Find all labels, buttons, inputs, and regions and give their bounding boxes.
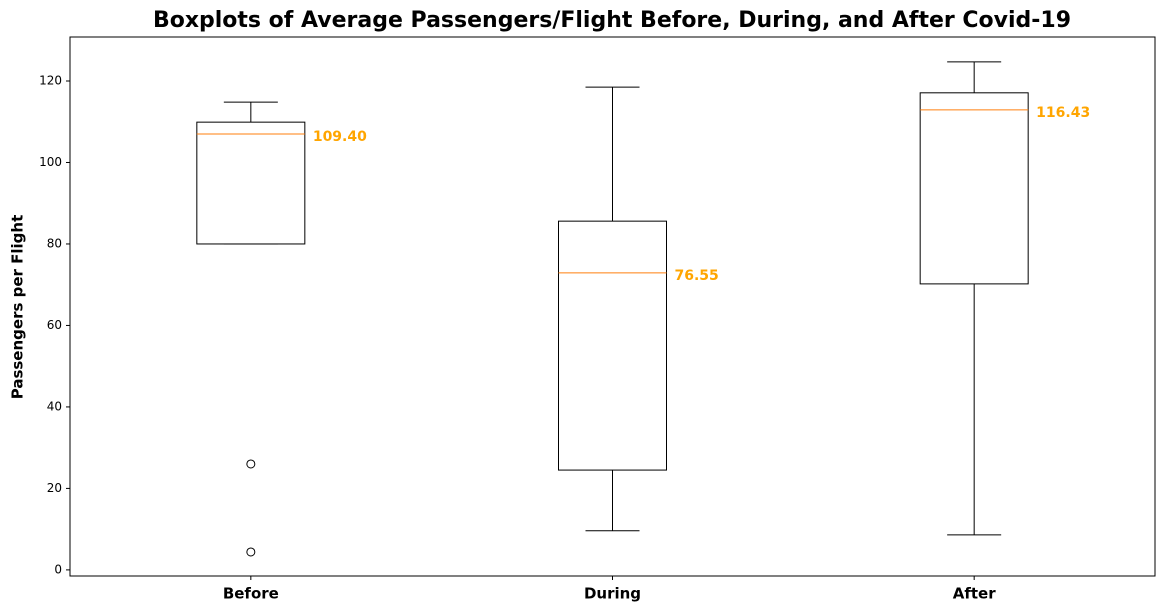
- y-tick-label: 120: [39, 74, 62, 88]
- y-tick-label: 60: [47, 318, 62, 332]
- x-tick-label: During: [584, 585, 641, 603]
- median-annotation: 109.40: [313, 129, 367, 145]
- y-tick-label: 0: [54, 562, 62, 576]
- x-tick-label: After: [953, 585, 996, 603]
- x-tick-label: Before: [223, 585, 279, 603]
- y-tick-label: 20: [47, 481, 62, 495]
- y-tick-label: 80: [47, 236, 62, 250]
- median-annotation: 116.43: [1036, 105, 1090, 121]
- y-tick-label: 100: [39, 155, 62, 169]
- box: [919, 92, 1029, 285]
- median-annotation: 76.55: [675, 268, 719, 284]
- box: [558, 220, 667, 471]
- box: [196, 121, 306, 245]
- outlier: [246, 459, 256, 469]
- y-tick-label: 40: [47, 399, 62, 413]
- outlier: [246, 547, 256, 557]
- y-axis-label: Passengers per Flight: [9, 215, 27, 400]
- chart-title: Boxplots of Average Passengers/Flight Be…: [153, 8, 1071, 33]
